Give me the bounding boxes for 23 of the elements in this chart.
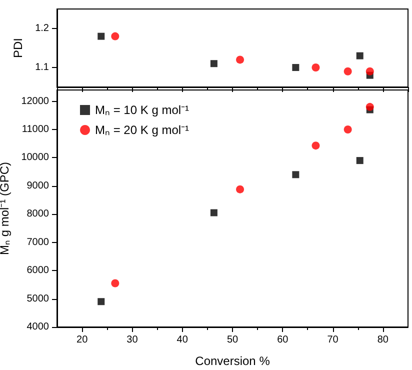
x-tick-label: 40	[176, 334, 188, 346]
y-axis-title: PDI	[11, 38, 26, 58]
legend-label: Mₙ = 10 K g mol⁻¹	[95, 103, 190, 117]
y-axis-title: Mₙ g mol⁻¹ (GPC)	[0, 162, 12, 255]
x-axis-title: Conversion %	[195, 354, 270, 368]
y-tick-label: 4000	[26, 322, 50, 332]
x-tick-label: 80	[377, 334, 389, 346]
y-tick-label: 5000	[26, 293, 50, 304]
y-tick-label: 9000	[26, 180, 50, 192]
y-tick-label: 1.1	[35, 62, 50, 73]
y-tick-label: 12000	[21, 96, 50, 107]
y-tick-label: 6000	[26, 265, 50, 276]
y-tick-label: 10000	[21, 152, 50, 164]
x-tick-label: 60	[277, 334, 289, 346]
x-tick-label: 50	[226, 334, 238, 346]
x-tick-label: 70	[327, 334, 339, 346]
x-tick-label: 20	[76, 334, 88, 346]
y-tick-label: 7000	[26, 236, 50, 248]
legend-label: Mₙ = 20 K g mol⁻¹	[95, 123, 190, 137]
x-tick-label: 30	[126, 334, 138, 346]
y-tick-label: 8000	[26, 208, 50, 220]
y-tick-label: 1.2	[35, 23, 50, 34]
y-tick-label: 11000	[22, 124, 50, 135]
